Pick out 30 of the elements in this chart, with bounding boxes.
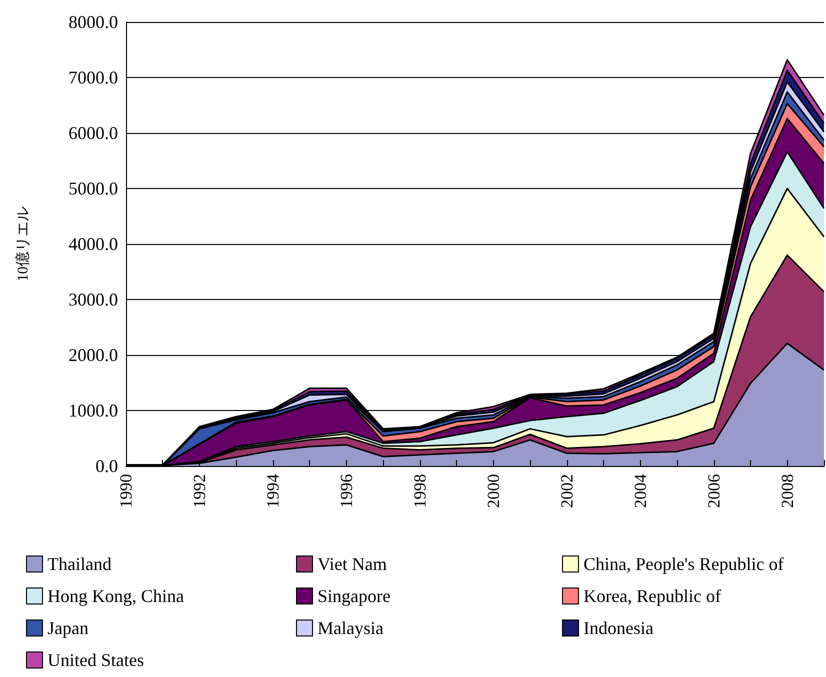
y-tick-label: 4000.0 — [68, 234, 118, 254]
x-tick-label: 2004 — [630, 474, 650, 508]
legend-label: Indonesia — [584, 618, 654, 638]
x-tick-label: 1998 — [410, 474, 430, 508]
legend-label: Viet Nam — [318, 554, 387, 574]
y-tick-label: 1000.0 — [68, 400, 118, 420]
legend-label: Thailand — [48, 554, 112, 574]
x-tick-label: 1996 — [336, 474, 356, 508]
legend-label: United States — [48, 650, 144, 670]
x-tick-label: 2006 — [704, 474, 724, 508]
y-tick-label: 5000.0 — [68, 178, 118, 198]
x-tick-label: 1992 — [190, 474, 209, 508]
legend-label: Korea, Republic of — [584, 586, 721, 606]
legend-label: Hong Kong, China — [48, 586, 184, 606]
y-tick-label: 2000.0 — [68, 345, 118, 365]
y-tick-label: 0.0 — [96, 456, 118, 476]
legend-label: Malaysia — [318, 618, 384, 638]
y-tick-label: 3000.0 — [68, 290, 118, 310]
y-tick-label: 6000.0 — [68, 123, 118, 143]
y-tick-label: 8000.0 — [68, 12, 118, 32]
x-tick-label: 2000 — [484, 474, 503, 508]
x-tick-label: 1990 — [116, 474, 136, 508]
y-axis-title: 10億リエル — [14, 206, 32, 282]
x-tick-label: 2008 — [778, 474, 797, 508]
legend-label: Singapore — [318, 586, 390, 606]
x-tick-label: 1994 — [263, 474, 282, 508]
legend-label: China, People's Republic of — [584, 554, 784, 574]
legend-label: Japan — [48, 618, 88, 638]
y-tick-label: 7000.0 — [68, 68, 118, 88]
x-tick-label: 2002 — [557, 474, 576, 508]
